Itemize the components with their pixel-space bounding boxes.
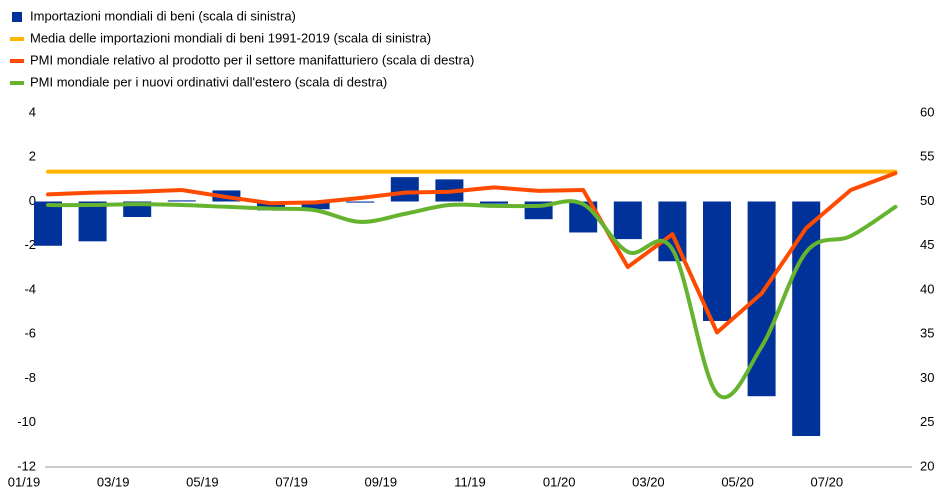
line <box>46 171 898 335</box>
y2-tick-label: 35 <box>920 326 934 341</box>
y-tick-label: 2 <box>29 149 36 164</box>
x-tick-label: 03/20 <box>632 474 665 489</box>
legend-swatch <box>10 59 24 63</box>
x-tick-label: 05/19 <box>186 474 219 489</box>
y-tick-label: -2 <box>24 237 36 252</box>
legend-label: Importazioni mondiali di beni (scala di … <box>30 8 296 23</box>
bar <box>78 201 107 242</box>
y2-tick-label: 30 <box>920 370 934 385</box>
y2-tick-label: 45 <box>920 237 934 252</box>
y-tick-label: -4 <box>24 281 36 296</box>
bar <box>792 201 821 437</box>
x-tick-label: 11/19 <box>454 474 486 489</box>
y2-tick-label: 50 <box>920 193 934 208</box>
legend-swatch <box>10 81 24 85</box>
bar <box>301 201 330 210</box>
bar <box>167 200 196 202</box>
legend-swatch <box>12 12 22 22</box>
bar <box>346 201 375 203</box>
bar <box>257 201 285 211</box>
y-tick-label: -12 <box>17 458 36 473</box>
legend-label: PMI mondiale per i nuovi ordinativi dall… <box>30 74 387 89</box>
bar <box>613 201 642 240</box>
y-tick-label: 0 <box>29 193 36 208</box>
x-tick-label: 01/19 <box>8 474 41 489</box>
x-tick-label: 07/19 <box>275 474 308 489</box>
bar <box>390 177 419 202</box>
legend-label: Media delle importazioni mondiali di ben… <box>30 30 431 45</box>
y-tick-label: -8 <box>24 370 36 385</box>
y-tick-label: -10 <box>17 414 36 429</box>
y2-tick-label: 25 <box>920 414 934 429</box>
bar <box>703 201 731 321</box>
y-tick-label: -6 <box>24 326 36 341</box>
legend-label: PMI mondiale relativo al prodotto per il… <box>30 52 474 67</box>
x-tick-label: 07/20 <box>811 474 844 489</box>
y2-tick-label: 55 <box>920 149 934 164</box>
legend-swatch <box>10 37 24 41</box>
y2-tick-label: 40 <box>920 281 934 296</box>
bar <box>34 201 62 246</box>
bar <box>480 201 508 204</box>
x-tick-label: 05/20 <box>721 474 754 489</box>
y2-tick-label: 60 <box>920 104 934 119</box>
x-tick-label: 01/20 <box>543 474 576 489</box>
line <box>46 199 898 400</box>
x-tick-label: 03/19 <box>97 474 130 489</box>
y-tick-label: 4 <box>29 104 36 119</box>
y2-tick-label: 20 <box>920 458 934 473</box>
x-tick-label: 09/19 <box>365 474 398 489</box>
